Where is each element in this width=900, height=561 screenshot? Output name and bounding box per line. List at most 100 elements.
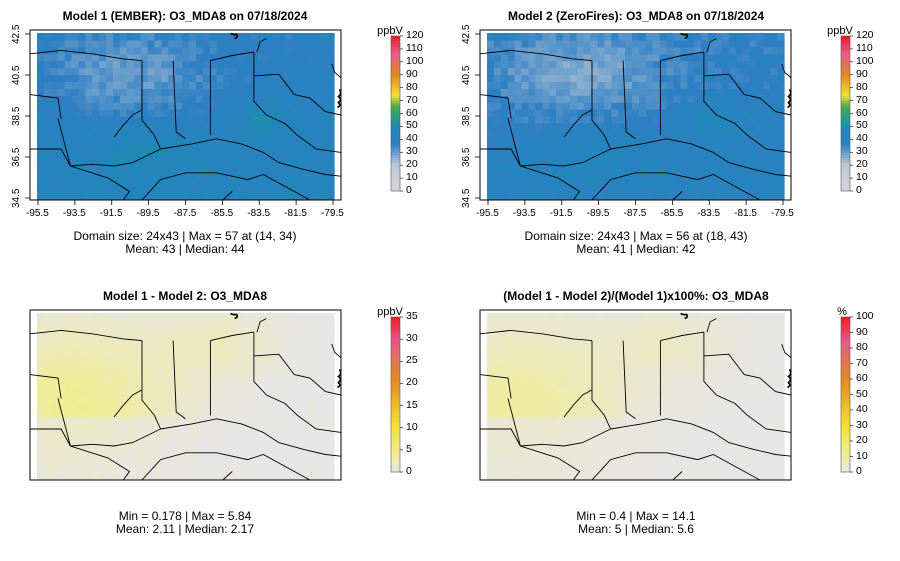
grid-cell <box>271 319 280 328</box>
grid-cell <box>576 74 585 83</box>
grid-cell <box>542 396 550 404</box>
grid-cell <box>99 33 107 41</box>
grid-cell <box>666 164 675 172</box>
grid-cell <box>244 53 252 62</box>
grid-cell <box>673 319 681 328</box>
grid-cell <box>320 143 328 152</box>
colorbar-segment <box>391 92 400 96</box>
grid-cell <box>278 95 287 103</box>
grid-cell <box>680 451 688 459</box>
grid-cell <box>327 416 335 425</box>
grid-cell <box>645 319 654 328</box>
panel4-colorbar-label: % <box>837 306 847 318</box>
grid-cell <box>694 185 702 193</box>
grid-cell <box>182 185 190 193</box>
grid-cell <box>71 444 80 452</box>
grid-cell <box>645 451 654 459</box>
grid-cell <box>237 361 245 369</box>
grid-cell <box>188 396 197 404</box>
grid-cell <box>659 150 668 159</box>
grid-cell <box>37 409 45 418</box>
grid-cell <box>611 444 619 452</box>
grid-cell <box>264 333 273 342</box>
grid-cell <box>244 402 252 411</box>
grid-cell <box>119 396 128 404</box>
grid-cell <box>728 340 737 349</box>
grid-cell <box>161 326 169 335</box>
grid-cell <box>604 60 612 69</box>
grid-cell <box>556 340 564 349</box>
grid-cell <box>154 361 162 369</box>
grid-cell <box>278 192 287 200</box>
state-boundary <box>591 452 761 481</box>
grid-cell <box>78 319 86 328</box>
grid-cell <box>230 192 238 200</box>
grid-cell <box>43 109 52 117</box>
grid-cell <box>638 437 647 446</box>
grid-cell <box>562 164 571 172</box>
grid-cell <box>673 122 681 131</box>
grid-cell <box>708 368 716 376</box>
grid-cell <box>535 164 543 172</box>
grid-cell <box>590 171 599 179</box>
colorbar-segment <box>841 123 850 127</box>
grid-cell <box>528 81 536 89</box>
grid-cell <box>487 60 495 69</box>
grid-cell <box>327 143 335 152</box>
grid-cell <box>50 319 59 328</box>
grid-cell <box>92 95 100 103</box>
grid-cell <box>188 74 197 83</box>
grid-cell <box>271 116 280 124</box>
grid-cell <box>721 157 730 166</box>
grid-cell <box>583 347 592 356</box>
grid-cell <box>223 60 231 69</box>
grid-cell <box>230 375 238 383</box>
grid-cell <box>638 116 647 124</box>
grid-cell <box>37 319 45 328</box>
grid-cell <box>770 192 778 200</box>
grid-cell <box>78 313 86 321</box>
grid-cell <box>251 178 259 186</box>
grid-cell <box>742 109 751 117</box>
grid-cell <box>271 416 280 425</box>
grid-cell <box>583 39 592 48</box>
colorbar-segment <box>391 410 400 413</box>
grid-cell <box>666 74 675 83</box>
grid-cell <box>742 389 751 397</box>
grid-cell <box>735 326 744 335</box>
grid-cell <box>652 74 661 83</box>
grid-cell <box>645 333 654 342</box>
state-boundary <box>672 191 683 201</box>
grid-cell <box>106 423 114 432</box>
grid-cell <box>78 458 86 466</box>
grid-cell <box>195 416 204 425</box>
grid-cell <box>195 39 204 48</box>
grid-cell <box>735 143 744 152</box>
grid-cell <box>680 402 688 411</box>
grid-cell <box>182 319 190 328</box>
grid-cell <box>694 382 702 390</box>
grid-cell <box>251 171 259 179</box>
grid-cell <box>223 143 231 152</box>
grid-cell <box>618 333 626 342</box>
grid-cell <box>742 402 751 411</box>
grid-cell <box>78 340 86 349</box>
grid-cell <box>37 157 45 166</box>
grid-cell <box>569 171 578 179</box>
grid-cell <box>514 430 523 439</box>
grid-cell <box>175 192 183 200</box>
grid-cell <box>306 437 314 446</box>
grid-cell <box>714 122 723 131</box>
grid-cell <box>597 402 606 411</box>
grid-cell <box>306 143 314 152</box>
grid-cell <box>112 60 121 69</box>
grid-cell <box>140 74 149 83</box>
grid-cell <box>680 178 688 186</box>
grid-cell <box>188 354 197 363</box>
grid-cell <box>292 143 301 152</box>
grid-cell <box>71 95 80 103</box>
grid-cell <box>168 444 176 452</box>
grid-cell <box>694 416 702 425</box>
grid-cell <box>694 53 702 62</box>
